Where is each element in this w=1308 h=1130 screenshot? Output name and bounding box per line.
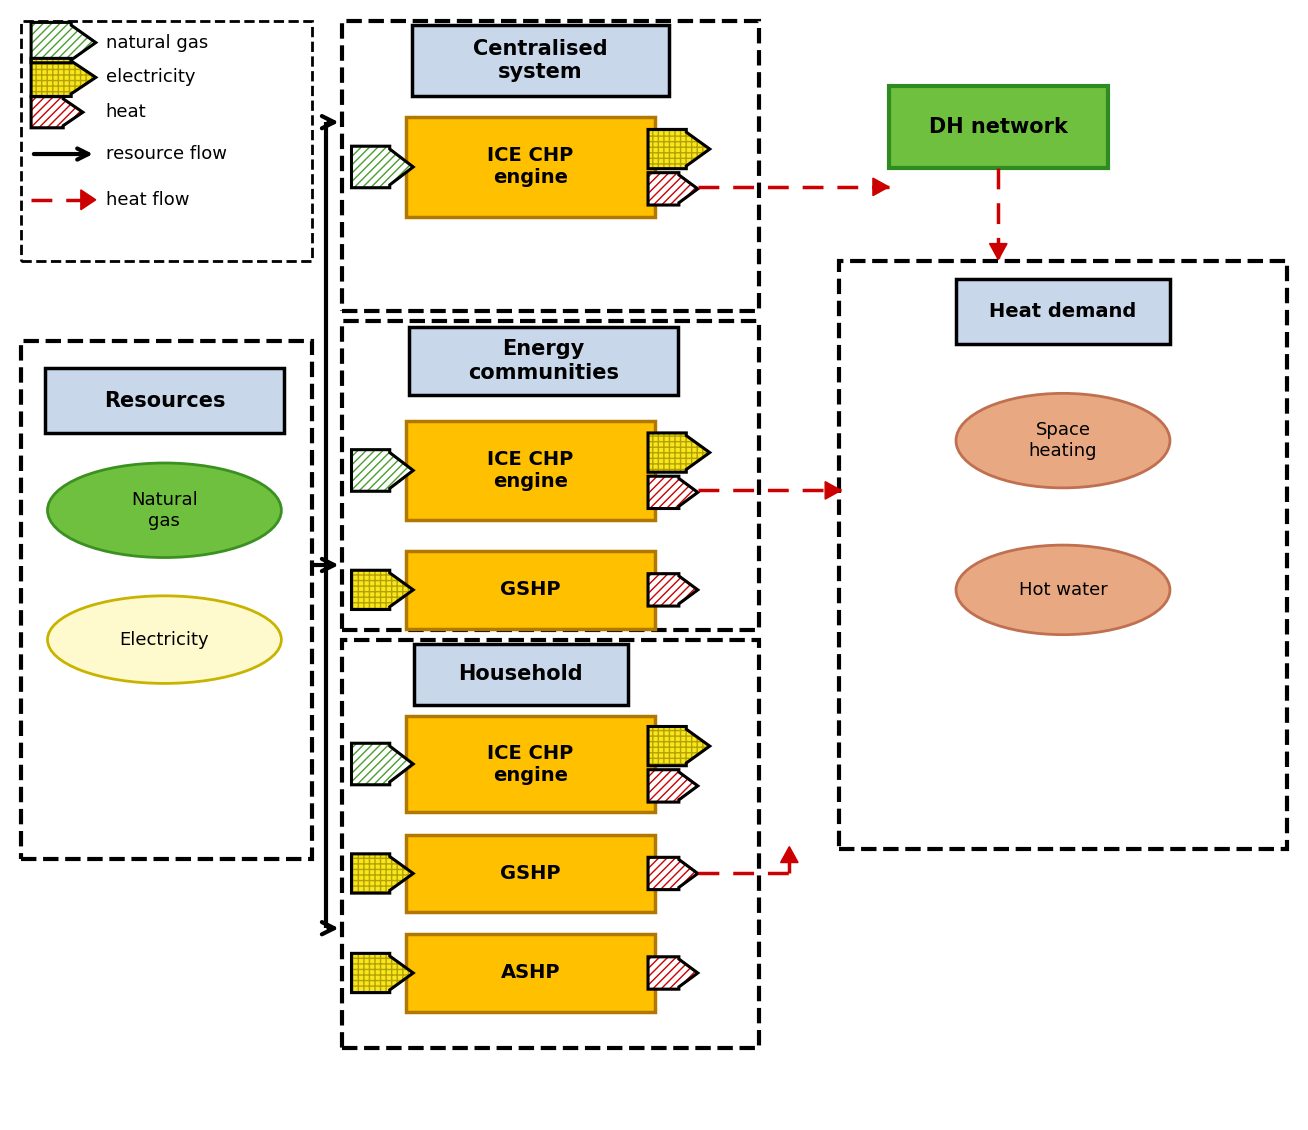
- Text: DH network: DH network: [929, 118, 1067, 137]
- Polygon shape: [647, 476, 697, 508]
- Text: Space
heating: Space heating: [1028, 421, 1097, 460]
- Ellipse shape: [47, 596, 281, 684]
- Polygon shape: [352, 954, 413, 992]
- FancyBboxPatch shape: [956, 279, 1169, 344]
- FancyBboxPatch shape: [889, 86, 1108, 168]
- Polygon shape: [81, 190, 95, 210]
- Polygon shape: [647, 173, 697, 205]
- Text: Centralised
system: Centralised system: [473, 38, 608, 82]
- Polygon shape: [647, 130, 710, 168]
- Bar: [341, 20, 760, 311]
- Bar: [840, 261, 1287, 849]
- Bar: [21, 20, 311, 261]
- Text: heat flow: heat flow: [106, 191, 190, 209]
- Bar: [21, 341, 311, 859]
- FancyBboxPatch shape: [407, 935, 655, 1011]
- Polygon shape: [352, 744, 413, 785]
- Polygon shape: [352, 854, 413, 893]
- Ellipse shape: [956, 545, 1169, 635]
- Polygon shape: [781, 846, 798, 862]
- Ellipse shape: [47, 463, 281, 557]
- Text: resource flow: resource flow: [106, 145, 226, 163]
- FancyBboxPatch shape: [407, 835, 655, 912]
- FancyBboxPatch shape: [44, 368, 284, 433]
- FancyBboxPatch shape: [407, 551, 655, 628]
- Text: Energy
communities: Energy communities: [468, 339, 619, 383]
- Text: Resources: Resources: [103, 391, 225, 411]
- Text: Electricity: Electricity: [119, 631, 209, 649]
- Text: Household: Household: [458, 664, 583, 685]
- Bar: [341, 640, 760, 1048]
- Polygon shape: [872, 179, 889, 195]
- Text: ICE CHP
engine: ICE CHP engine: [488, 744, 574, 784]
- Polygon shape: [31, 97, 82, 128]
- Text: Natural
gas: Natural gas: [131, 490, 198, 530]
- FancyBboxPatch shape: [407, 118, 655, 217]
- FancyBboxPatch shape: [407, 420, 655, 520]
- Text: electricity: electricity: [106, 69, 195, 86]
- Bar: [341, 321, 760, 629]
- Polygon shape: [825, 481, 841, 499]
- Text: GSHP: GSHP: [501, 864, 561, 883]
- Polygon shape: [31, 23, 95, 63]
- FancyBboxPatch shape: [407, 716, 655, 811]
- Polygon shape: [647, 770, 697, 802]
- Text: ICE CHP
engine: ICE CHP engine: [488, 450, 574, 490]
- FancyBboxPatch shape: [409, 328, 678, 394]
- Polygon shape: [647, 727, 710, 766]
- Text: ICE CHP
engine: ICE CHP engine: [488, 147, 574, 188]
- Text: Heat demand: Heat demand: [989, 302, 1137, 321]
- Text: GSHP: GSHP: [501, 581, 561, 599]
- Text: natural gas: natural gas: [106, 34, 208, 52]
- Text: heat: heat: [106, 103, 146, 121]
- FancyBboxPatch shape: [412, 25, 668, 96]
- Text: Hot water: Hot water: [1019, 581, 1108, 599]
- Text: ASHP: ASHP: [501, 964, 560, 982]
- Polygon shape: [31, 59, 95, 96]
- Polygon shape: [990, 244, 1007, 260]
- Polygon shape: [647, 433, 710, 472]
- Polygon shape: [647, 858, 697, 889]
- Polygon shape: [352, 450, 413, 492]
- FancyBboxPatch shape: [413, 644, 628, 705]
- Ellipse shape: [956, 393, 1169, 488]
- Polygon shape: [647, 957, 697, 989]
- Polygon shape: [352, 571, 413, 609]
- Polygon shape: [647, 574, 697, 606]
- Polygon shape: [352, 146, 413, 188]
